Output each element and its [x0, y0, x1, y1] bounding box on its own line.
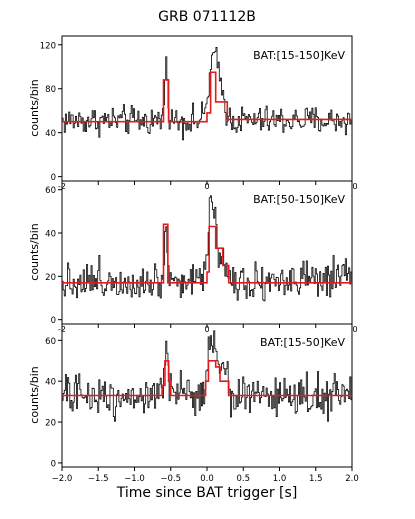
panel-middle-ylabel: counts/bin	[28, 223, 41, 281]
y-tick-label: 40	[45, 230, 56, 240]
x-tick-label-partial: 0	[352, 325, 357, 334]
model-step-line	[62, 359, 352, 397]
figure-title: GRB 071112B	[158, 9, 256, 25]
y-tick-label: 0	[51, 173, 56, 183]
y-tick-label: 60	[45, 186, 56, 196]
y-tick-label: 0	[51, 459, 56, 469]
panel-top-ylabel: counts/bin	[28, 79, 41, 137]
panel-bottom-marks: 0 20 40 60 −2.0 −1.5 −1.0 −0.5 0.0 0.5 1.0 1.5 2.0	[45, 330, 359, 484]
y-tick-label: 120	[40, 41, 56, 51]
x-tick-label: 2.0	[345, 474, 359, 484]
x-tick-label-partial: 0	[204, 325, 209, 334]
panel-top-annotation: BAT:[15-150]KeV	[253, 49, 345, 62]
y-tick-label: 60	[45, 337, 56, 347]
x-tick-label-partial: -2	[58, 325, 66, 334]
x-tick-label-partial: 0	[204, 182, 209, 191]
x-tick-label: −0.5	[160, 474, 181, 484]
x-tick-label-partial: 0	[352, 182, 357, 191]
x-axis-label: Time since BAT trigger [s]	[116, 485, 298, 501]
y-tick-label: 0	[51, 316, 56, 326]
model-step-line	[62, 71, 352, 123]
panel-bottom-annotation: BAT:[15-50]KeV	[260, 336, 345, 349]
x-tick-label: −1.0	[124, 474, 145, 484]
y-tick-label: 20	[45, 273, 56, 283]
x-tick-label: 0.0	[200, 474, 214, 484]
panel-bottom-ylabel: counts/bin	[28, 366, 41, 424]
panel-top: BAT:[15-150]KeV counts/bin	[28, 35, 353, 182]
x-tick-label: 1.5	[309, 474, 323, 484]
model-step-line	[62, 223, 352, 284]
x-tick-label: −1.5	[88, 474, 109, 484]
data-histogram-line	[62, 195, 352, 302]
y-tick-label: 80	[45, 85, 56, 95]
data-histogram-line	[62, 330, 352, 422]
x-tick-label: 1.0	[273, 474, 287, 484]
y-tick-label: 20	[45, 419, 56, 429]
y-tick-label: 40	[45, 129, 56, 139]
x-tick-label-partial: -2	[58, 182, 66, 191]
x-tick-label: 0.5	[236, 474, 250, 484]
y-tick-label: 40	[45, 378, 56, 388]
panel-middle: BAT:[50-150]KeV counts/bin	[28, 180, 353, 325]
panel-middle-annotation: BAT:[50-150]KeV	[253, 193, 345, 206]
x-tick-label: −2.0	[52, 474, 73, 484]
